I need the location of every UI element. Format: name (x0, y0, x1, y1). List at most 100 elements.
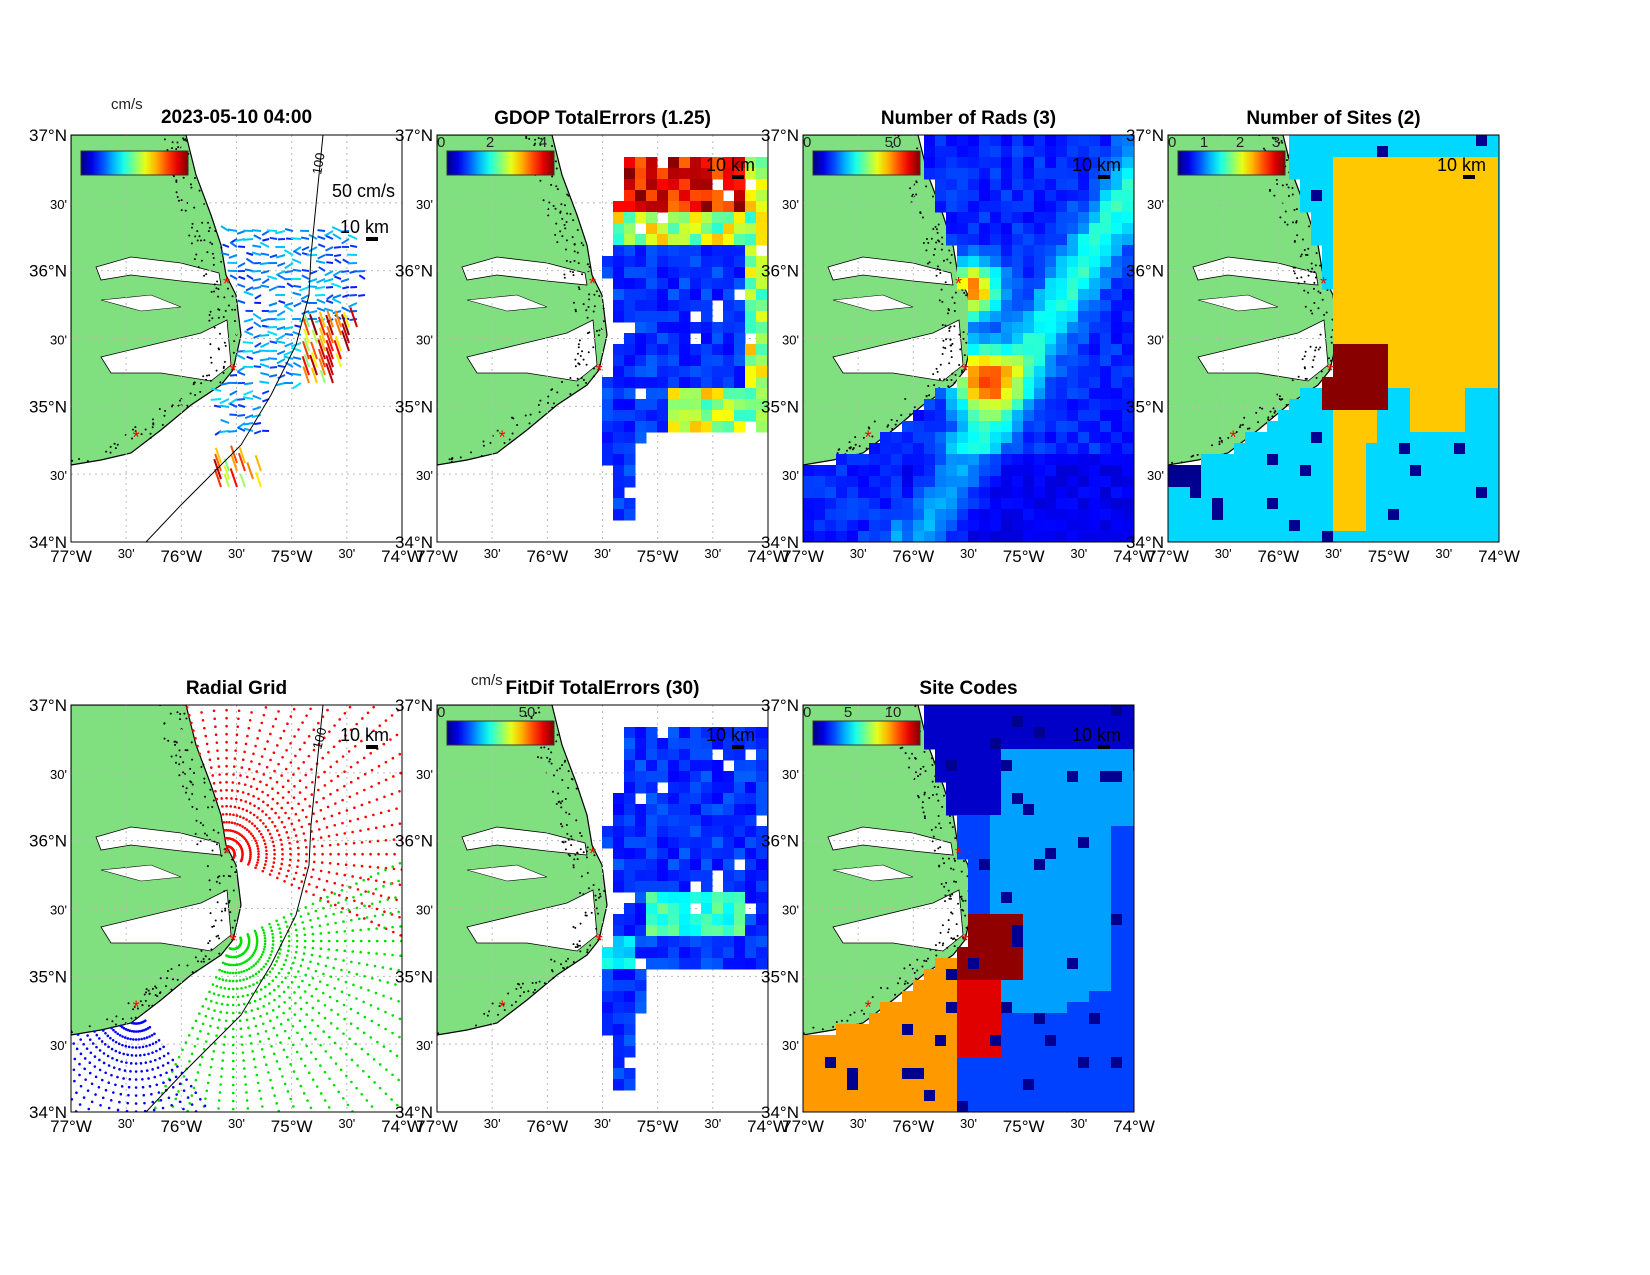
grid-cell (1023, 212, 1035, 224)
radial-grid-point (397, 910, 400, 914)
radial-grid-point (240, 962, 243, 965)
grid-cell (1410, 135, 1422, 147)
grid-cell (712, 190, 724, 202)
grid-cell (1245, 487, 1257, 499)
radial-grid-point (348, 795, 352, 799)
radial-grid-point (382, 825, 386, 828)
radial-grid-point (222, 1051, 225, 1054)
grid-cell (613, 454, 625, 466)
radial-grid-point (342, 1097, 345, 1100)
current-vector (326, 294, 334, 301)
grid-cell (756, 212, 768, 224)
radial-grid-point (395, 733, 399, 737)
grid-cell (1311, 465, 1323, 477)
coast-dot (179, 755, 182, 758)
grid-cell (1399, 289, 1411, 301)
grid-cell (1388, 443, 1400, 455)
coast-dot (950, 356, 953, 359)
grid-cell (1067, 388, 1079, 400)
grid-cell (1344, 190, 1356, 202)
grid-cell (624, 454, 636, 466)
radial-grid-point (395, 807, 398, 810)
grid-cell (1443, 311, 1455, 323)
radial-grid-point (337, 901, 340, 905)
radial-grid-point (243, 1002, 246, 1006)
grid-cell (1410, 410, 1422, 422)
colorbar: 0 50 (803, 134, 921, 176)
radial-grid-point (362, 756, 366, 760)
radial-grid-point (263, 934, 267, 937)
grid-cell (1366, 399, 1378, 411)
grid-cell (767, 289, 768, 301)
radial-grid-point (261, 950, 265, 954)
grid-cell (1333, 333, 1345, 345)
grid-cell (1421, 333, 1433, 345)
radial-grid-point (110, 1026, 113, 1030)
grid-cell (913, 509, 925, 521)
radial-grid-point (257, 970, 261, 974)
grid-cell (1023, 267, 1035, 279)
grid-cell (979, 190, 991, 202)
grid-cell (946, 179, 958, 191)
radial-grid-point (128, 1077, 132, 1081)
radial-grid-point (344, 863, 348, 866)
coast-dot (191, 783, 194, 786)
grid-cell (1034, 322, 1046, 334)
grid-cell (1498, 278, 1499, 290)
grid-cell (1012, 278, 1024, 290)
grid-cell (646, 311, 658, 323)
grid-cell (602, 267, 614, 279)
radial-grid-point (245, 818, 248, 821)
radial-grid-point (305, 1001, 309, 1005)
radial-grid-point (257, 850, 260, 853)
current-vector (291, 382, 302, 390)
coast-dot (931, 195, 934, 198)
coast-dot (950, 350, 953, 353)
x-tick-label: 30' (594, 546, 611, 561)
coast-dot (223, 890, 226, 893)
x-tick-label: 76°W (160, 1117, 202, 1136)
current-vector (341, 322, 350, 344)
radial-grid-point (227, 829, 230, 832)
coast-dot (551, 175, 554, 178)
grid-cell (1410, 531, 1422, 542)
grid-cell (1399, 399, 1411, 411)
grid-cell (613, 300, 625, 312)
grid-cell (1410, 487, 1422, 499)
grid-cell (880, 465, 892, 477)
grid-cell (1432, 245, 1444, 257)
current-vector (251, 251, 262, 256)
grid-cell (1111, 201, 1123, 213)
contour-label: 100 (309, 726, 329, 751)
grid-cell (935, 410, 947, 422)
pamlico-sound (100, 319, 232, 382)
radial-grid-point (131, 1046, 134, 1049)
radial-grid-point (215, 741, 219, 744)
radial-grid-point (207, 1032, 210, 1036)
grid-cell (1333, 443, 1345, 455)
coast-dot (569, 260, 572, 263)
coast-dot (585, 381, 588, 384)
current-vector (302, 366, 310, 384)
radial-grid-point (181, 1048, 184, 1052)
grid-cell (668, 410, 680, 422)
radial-grid-point (75, 1047, 79, 1051)
coast-dot (594, 894, 597, 897)
coast-dot (1319, 346, 1322, 349)
radial-grid-point (281, 852, 284, 856)
grid-cell (825, 487, 837, 499)
grid-cell (1122, 399, 1134, 411)
radial-grid-point (270, 929, 274, 933)
radial-grid-point (277, 762, 280, 766)
radial-grid-point (317, 788, 320, 792)
radial-grid-point (347, 750, 351, 753)
current-vector (343, 312, 350, 328)
radial-grid-point (289, 742, 292, 745)
grid-cell (1023, 388, 1035, 400)
grid-cell (1432, 465, 1444, 477)
y-tick-label: 30' (416, 333, 433, 348)
coast-dot (1314, 276, 1317, 279)
radial-grid-point (272, 861, 276, 864)
grid-cell (979, 509, 991, 521)
grid-cell (613, 212, 625, 224)
